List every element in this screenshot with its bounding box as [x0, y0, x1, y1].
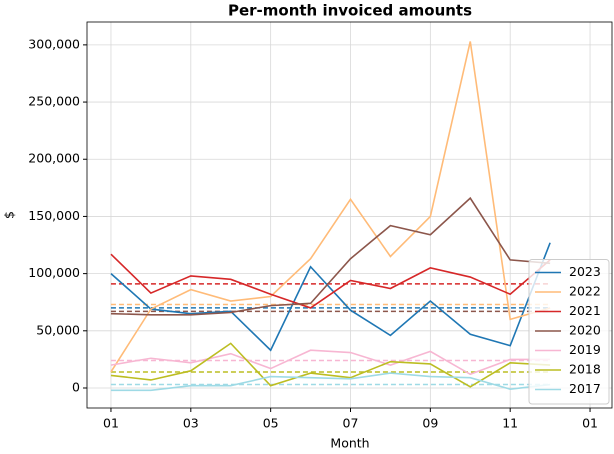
legend-label: 2021	[569, 303, 601, 318]
series-line	[110, 242, 551, 352]
legend-label: 2018	[569, 362, 601, 377]
x-tick-label: 05	[263, 416, 279, 431]
x-tick-label: 07	[343, 416, 359, 431]
y-tick-label: 100,000	[28, 265, 80, 280]
y-tick-label: 300,000	[28, 36, 80, 51]
y-tick-label: 200,000	[28, 151, 80, 166]
legend-label: 2022	[569, 284, 601, 299]
x-axis-label: Month	[330, 436, 369, 451]
series-line	[110, 196, 551, 316]
y-tick-label: 0	[72, 379, 80, 394]
legend: 2023 2022 2021 2020 2019 2018 2017	[528, 259, 610, 405]
x-tick-label: 11	[502, 416, 518, 431]
series-line	[110, 342, 551, 388]
y-tick-label: 250,000	[28, 94, 80, 109]
chart-title: Per-month invoiced amounts	[228, 2, 472, 20]
x-tick-label: 01	[103, 416, 119, 431]
y-tick-label: 150,000	[28, 208, 80, 223]
y-axis-label: $	[2, 211, 17, 219]
x-tick-label: 01	[582, 416, 598, 431]
legend-label: 2023	[569, 264, 601, 279]
series-line	[110, 349, 551, 376]
series-line	[110, 253, 551, 309]
legend-label: 2019	[569, 342, 601, 357]
legend-box	[528, 259, 610, 405]
legend-label: 2020	[569, 323, 601, 338]
x-tick-label: 09	[422, 416, 438, 431]
series-line	[110, 41, 551, 373]
y-tick-label: 50,000	[36, 322, 80, 337]
series-line	[110, 372, 551, 392]
legend-label: 2017	[569, 381, 601, 396]
plot-frame	[86, 21, 613, 409]
x-tick-label: 03	[183, 416, 199, 431]
